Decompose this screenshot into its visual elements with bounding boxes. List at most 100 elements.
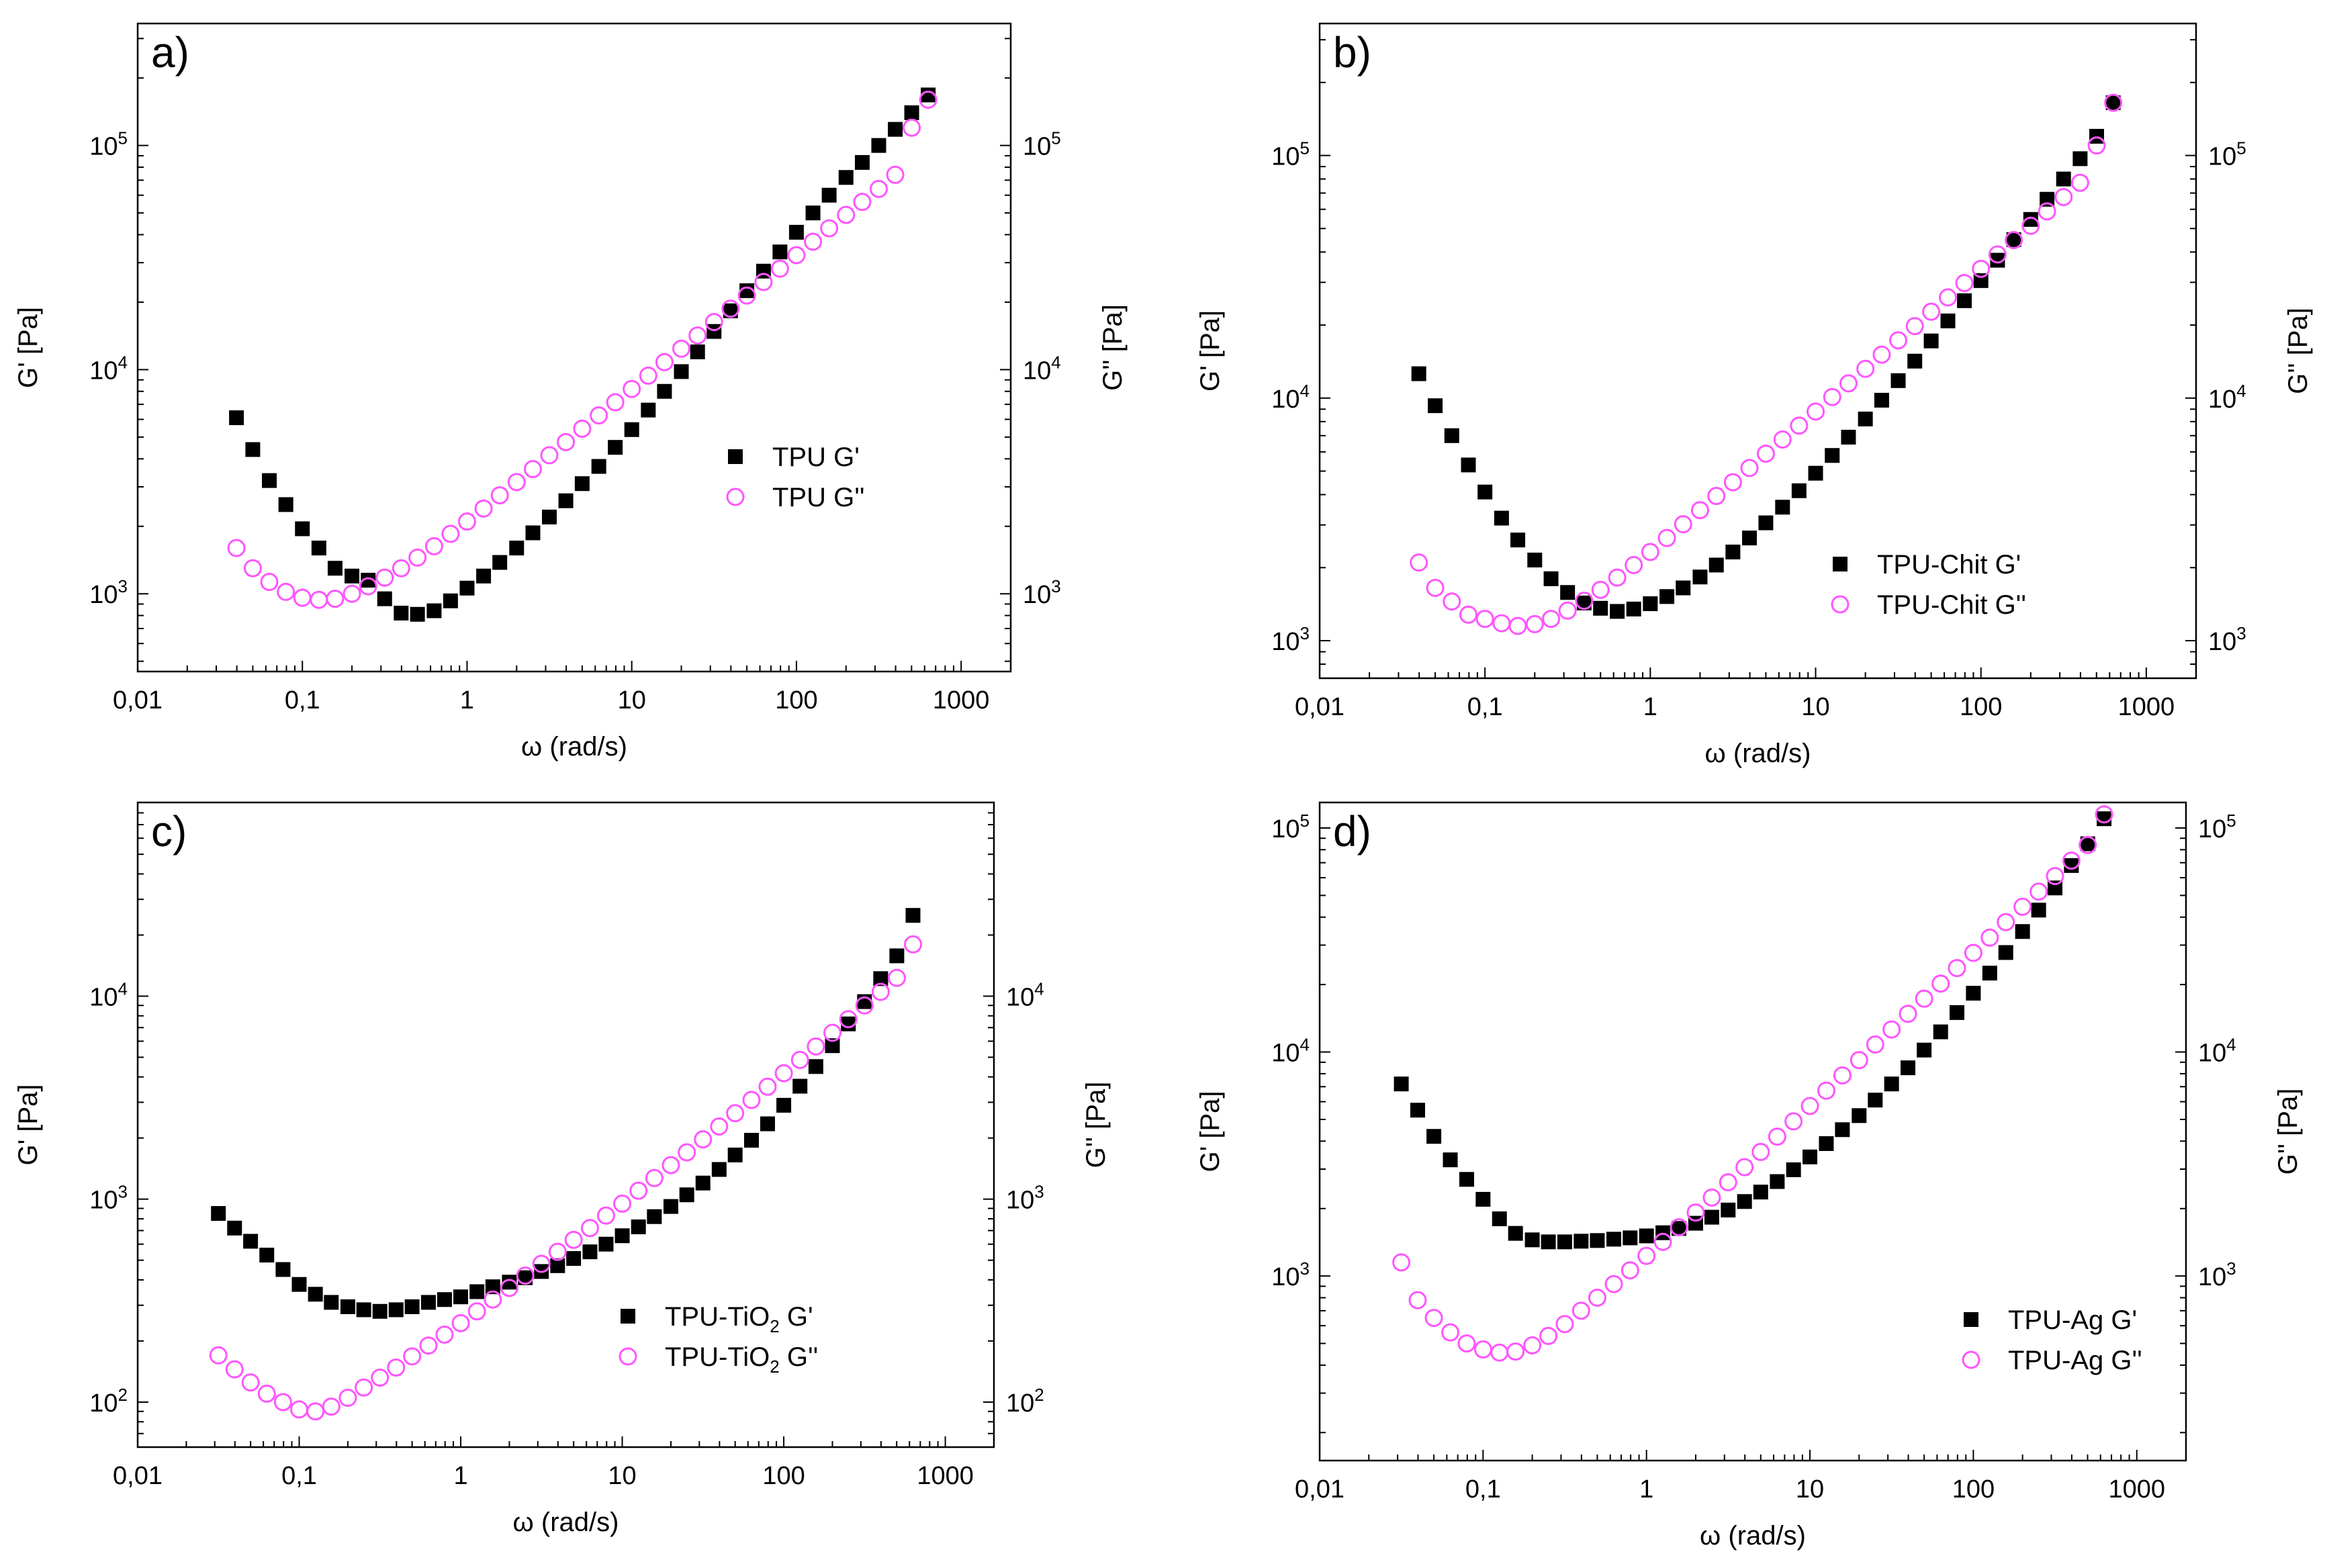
data-point	[674, 364, 689, 379]
data-point	[550, 1258, 565, 1273]
x-tick-label: 10	[1801, 693, 1829, 721]
y-tick-label-right: 103	[1023, 576, 1061, 609]
panel-label: d)	[1333, 807, 1371, 856]
data-point	[2072, 151, 2088, 167]
data-point	[502, 1275, 517, 1290]
data-point	[459, 580, 475, 596]
series-g-double-prime	[209, 935, 922, 1421]
data-point	[1670, 1218, 1688, 1237]
data-point	[1819, 1136, 1834, 1151]
data-point	[1948, 959, 1966, 978]
data-point	[854, 154, 870, 170]
y-tick-label-right: 104	[1006, 978, 1044, 1011]
data-point	[259, 1248, 275, 1263]
data-point	[209, 1346, 228, 1365]
data-point	[573, 419, 592, 438]
data-point	[1966, 986, 1981, 1001]
data-point	[1523, 1336, 1542, 1355]
data-point	[1508, 616, 1527, 635]
x-tick-label: 1000	[933, 686, 990, 714]
data-point	[871, 982, 890, 1001]
data-point	[1922, 302, 1941, 321]
data-point	[340, 1299, 355, 1314]
data-point	[1800, 1097, 1819, 1115]
data-point	[1923, 333, 1939, 349]
y-tick-label-right: 105	[1023, 128, 1061, 161]
data-point	[837, 205, 856, 224]
data-point	[324, 1295, 339, 1310]
data-point	[1901, 1060, 1916, 1076]
y-tick-label-right: 104	[2208, 381, 2246, 414]
legend-marker	[1962, 1350, 1980, 1369]
x-tick-label: 1000	[917, 1462, 974, 1490]
data-point	[1998, 945, 2013, 960]
y-axis-title-left: G' [Pa]	[1195, 310, 1225, 391]
x-tick-label: 0,01	[113, 1462, 163, 1490]
data-point	[903, 935, 922, 954]
data-point	[419, 1336, 438, 1355]
data-point	[889, 948, 905, 964]
x-tick-label: 0,1	[1465, 1475, 1501, 1504]
data-point	[338, 1389, 357, 1408]
data-point	[1410, 1103, 1425, 1118]
data-point	[372, 1303, 387, 1319]
data-point	[227, 539, 246, 557]
data-point	[1964, 943, 1982, 962]
data-point	[853, 193, 872, 212]
data-point	[453, 1289, 469, 1305]
data-point	[1756, 445, 1775, 463]
data-point	[2005, 231, 2023, 250]
data-point	[590, 406, 608, 425]
data-point	[241, 1373, 260, 1392]
data-point	[1833, 1066, 1852, 1085]
series-g-prime	[229, 87, 936, 622]
legend-label: TPU G'	[772, 443, 860, 472]
data-point	[356, 1302, 371, 1318]
data-point	[903, 118, 921, 137]
x-tick-label: 1000	[2118, 693, 2175, 721]
data-point	[580, 1219, 599, 1238]
legend-marker	[621, 1309, 635, 1324]
legend-marker	[1964, 1312, 1978, 1327]
series-g-prime	[1394, 811, 2112, 1250]
x-tick-label: 10	[618, 686, 646, 714]
y-tick-label-left: 105	[89, 128, 128, 161]
data-point	[1735, 1158, 1754, 1177]
data-point	[679, 1187, 694, 1203]
data-point	[2097, 811, 2112, 827]
data-point	[582, 1244, 598, 1260]
data-point	[1674, 515, 1692, 534]
data-point	[904, 105, 919, 120]
data-point	[1590, 1233, 1605, 1248]
data-point	[1770, 1174, 1785, 1189]
data-point	[2105, 95, 2121, 110]
y-axis-title-right: G'' [Pa]	[2273, 1089, 2303, 1175]
data-point	[596, 1206, 615, 1225]
data-point	[564, 1230, 583, 1249]
data-point	[1655, 1225, 1671, 1240]
data-point	[2056, 171, 2071, 187]
data-point	[1676, 580, 1691, 596]
data-point	[629, 1181, 648, 1200]
data-point	[1441, 1323, 1460, 1342]
data-point	[776, 1097, 792, 1113]
data-point	[639, 366, 657, 385]
x-axis-title: ω (rad/s)	[1700, 1521, 1806, 1551]
data-point	[1576, 595, 1592, 610]
data-point	[1653, 1232, 1672, 1251]
data-point	[403, 1347, 422, 1366]
data-point	[788, 224, 804, 240]
data-point	[631, 1219, 646, 1234]
data-point	[1786, 1162, 1801, 1177]
data-point	[293, 588, 312, 607]
y-tick-label-left: 103	[1271, 623, 1310, 656]
x-tick-label: 1	[1643, 693, 1657, 721]
data-point	[2031, 903, 2046, 918]
data-point	[1637, 1246, 1656, 1265]
data-point	[825, 1038, 840, 1054]
data-point	[1527, 552, 1543, 567]
data-point	[1426, 1129, 1442, 1144]
x-tick-label: 100	[1960, 693, 2002, 721]
data-point	[1808, 465, 1823, 481]
data-point	[1392, 1253, 1411, 1272]
